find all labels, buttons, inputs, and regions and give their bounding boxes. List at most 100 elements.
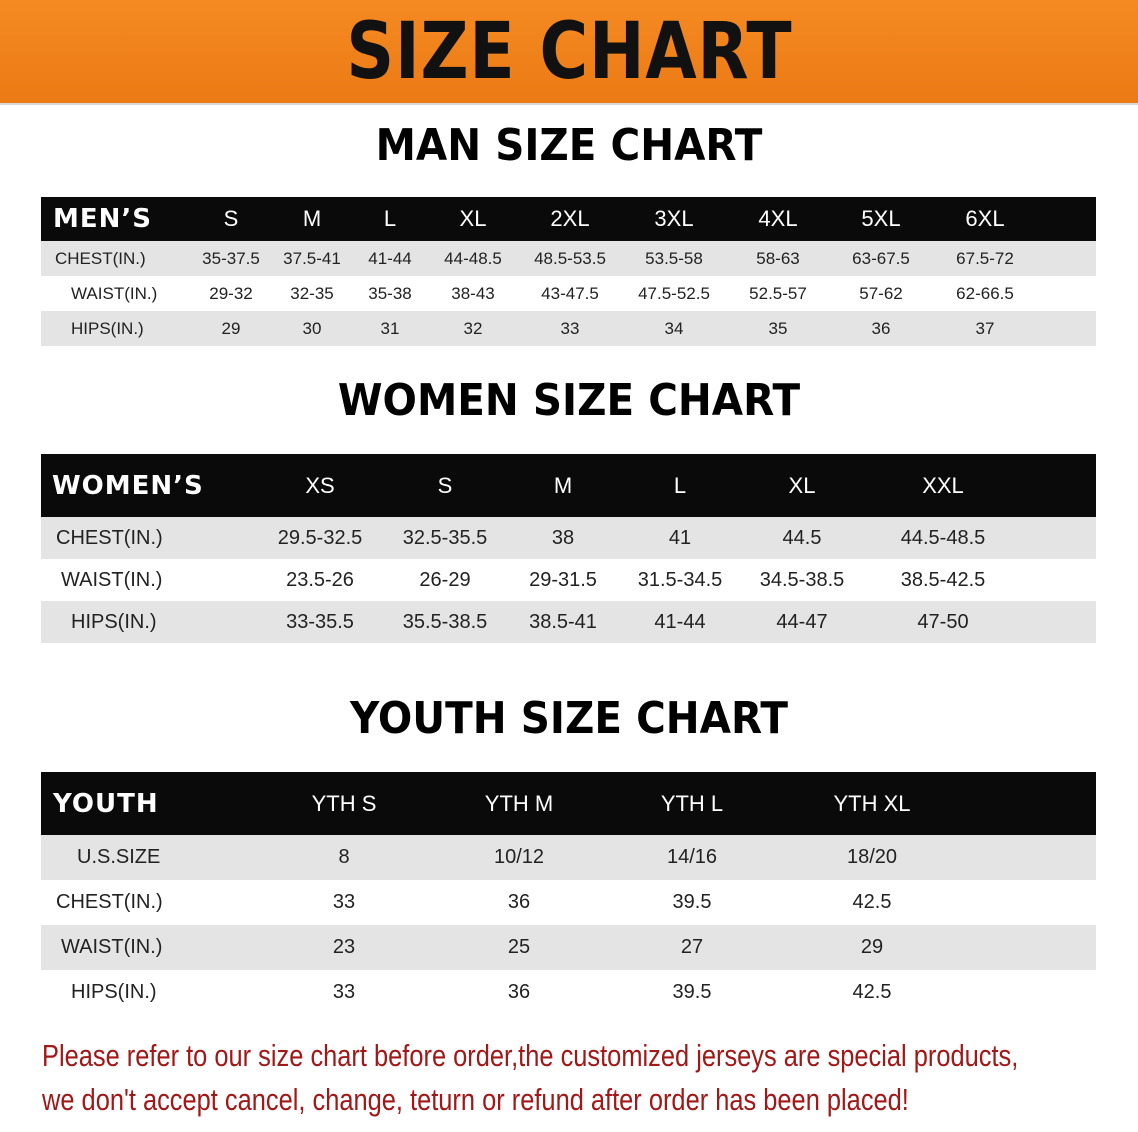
table-cell: 29.5-32.5 <box>277 526 363 549</box>
table-cell: 44.5 <box>782 526 822 549</box>
table-cell: 18/20 <box>846 846 898 868</box>
table-cell: 38.5-41 <box>529 610 597 633</box>
header-label: MEN’S <box>53 204 152 234</box>
size-header: S <box>437 472 453 498</box>
size-header: L <box>383 206 397 231</box>
table-cell: 48.5-53.5 <box>534 248 606 268</box>
table-row: WAIST(IN.) 23.5-26 26-29 29-31.5 31.5-34.5 34… <box>41 559 1096 601</box>
row-label: U.S.SIZE <box>77 846 161 868</box>
table-cell: 34.5-38.5 <box>759 568 845 591</box>
youth-section-title: YOUTH SIZE CHART <box>350 693 788 744</box>
table-cell: 23 <box>332 936 356 958</box>
table-cell: 32-35 <box>290 283 334 303</box>
table-cell: 36 <box>871 318 891 338</box>
table-cell: 33-35.5 <box>286 610 354 633</box>
table-cell: 33 <box>332 891 356 913</box>
table-cell: 35.5-38.5 <box>402 610 488 633</box>
size-header: 2XL <box>550 206 590 231</box>
table-cell: 33 <box>332 981 356 1003</box>
table-cell: 39.5 <box>672 981 712 1003</box>
men-size-table: MEN’S S M L XL 2XL 3XL 4XL 5XL 6XL CHEST(IN.) 35-37… <box>41 197 1096 346</box>
table-row: WAIST(IN.) 23 25 27 29 <box>41 925 1096 970</box>
row-label: WAIST(IN.) <box>71 283 158 303</box>
table-cell: 27 <box>680 936 704 958</box>
size-header: M <box>553 472 573 498</box>
table-cell: 41 <box>668 526 692 549</box>
table-cell: 36 <box>507 891 531 913</box>
table-cell: 26-29 <box>419 568 471 591</box>
table-cell: 34 <box>664 318 684 338</box>
table-cell: 58-63 <box>756 248 800 268</box>
row-label: CHEST(IN.) <box>56 891 163 913</box>
size-header: XS <box>305 472 335 498</box>
size-header: XL <box>788 472 816 498</box>
table-cell: 62-66.5 <box>956 283 1014 303</box>
table-cell: 35-37.5 <box>202 248 260 268</box>
table-cell: 37 <box>975 318 995 338</box>
men-section-title: MAN SIZE CHART <box>375 120 763 171</box>
table-cell: 38.5-42.5 <box>900 568 986 591</box>
row-label: CHEST(IN.) <box>55 248 146 268</box>
header-label: YOUTH <box>53 788 159 819</box>
table-cell: 33 <box>560 318 580 338</box>
women-size-table: WOMEN’S XS S M L XL XXL CHEST(IN.) 29.5-32.5 32.5… <box>41 454 1096 643</box>
size-header: S <box>223 206 239 231</box>
banner: SIZE CHART <box>0 0 1138 105</box>
table-cell: 44-48.5 <box>444 248 502 268</box>
table-cell: 63-67.5 <box>852 248 910 268</box>
row-label: CHEST(IN.) <box>56 526 163 549</box>
women-section-title: WOMEN SIZE CHART <box>337 375 801 426</box>
table-cell: 53.5-58 <box>645 248 703 268</box>
table-row: U.S.SIZE 8 10/12 14/16 18/20 <box>41 835 1096 880</box>
table-cell: 52.5-57 <box>749 283 807 303</box>
table-cell: 25 <box>507 936 531 958</box>
table-cell: 39.5 <box>672 891 712 913</box>
table-cell: 41-44 <box>654 610 706 633</box>
table-cell: 8 <box>338 846 350 868</box>
table-row: HIPS(IN.) 29 30 31 32 33 34 35 36 37 <box>41 311 1096 346</box>
table-cell: 47.5-52.5 <box>638 283 710 303</box>
table-cell: 10/12 <box>493 846 545 868</box>
table-row: CHEST(IN.) 35-37.5 37.5-41 41-44 44-48.5 48.5… <box>41 241 1096 276</box>
header-label: WOMEN’S <box>52 470 204 501</box>
size-header: 5XL <box>861 206 901 231</box>
table-cell: 23.5-26 <box>286 568 354 591</box>
size-header: YTH S <box>311 790 377 816</box>
table-cell: 31 <box>380 318 400 338</box>
size-header: XL <box>459 206 487 231</box>
table-cell: 47-50 <box>917 610 969 633</box>
table-cell: 41-44 <box>368 248 412 268</box>
table-cell: 29 <box>221 318 241 338</box>
order-notice-line-2: we don't accept cancel, change, teturn o… <box>42 1082 909 1117</box>
table-row: CHEST(IN.) 33 36 39.5 42.5 <box>41 880 1096 925</box>
row-label: HIPS(IN.) <box>71 610 157 633</box>
table-row: CHEST(IN.) 29.5-32.5 32.5-35.5 38 41 44.5 44.5… <box>41 517 1096 559</box>
row-label: WAIST(IN.) <box>61 568 163 591</box>
header-row: MEN’S S M L XL 2XL 3XL 4XL 5XL 6XL <box>41 197 1096 241</box>
table-cell: 35-38 <box>368 283 412 303</box>
table-cell: 32 <box>463 318 483 338</box>
table-cell: 38-43 <box>451 283 495 303</box>
table-cell: 32.5-35.5 <box>402 526 488 549</box>
size-header: YTH M <box>484 790 554 816</box>
table-cell: 29 <box>860 936 884 958</box>
size-header: M <box>302 206 322 231</box>
size-header: XXL <box>922 472 964 498</box>
table-cell: 35 <box>768 318 788 338</box>
row-label: HIPS(IN.) <box>71 981 157 1003</box>
table-cell: 37.5-41 <box>283 248 341 268</box>
table-cell: 30 <box>302 318 322 338</box>
table-cell: 42.5 <box>852 981 892 1003</box>
youth-size-table: YOUTH YTH S YTH M YTH L YTH XL U.S.SIZE 8 10/12… <box>41 772 1096 1015</box>
table-cell: 14/16 <box>666 846 718 868</box>
table-row: HIPS(IN.) 33-35.5 35.5-38.5 38.5-41 41-44 44-… <box>41 601 1096 643</box>
table-cell: 67.5-72 <box>956 248 1014 268</box>
table-cell: 44.5-48.5 <box>900 526 986 549</box>
banner-title: SIZE CHART <box>345 6 793 97</box>
table-cell: 44-47 <box>776 610 828 633</box>
size-header: 4XL <box>758 206 798 231</box>
table-cell: 29-32 <box>209 283 253 303</box>
header-row: WOMEN’S XS S M L XL XXL <box>41 454 1096 517</box>
table-cell: 29-31.5 <box>529 568 597 591</box>
size-header: YTH L <box>660 790 724 816</box>
